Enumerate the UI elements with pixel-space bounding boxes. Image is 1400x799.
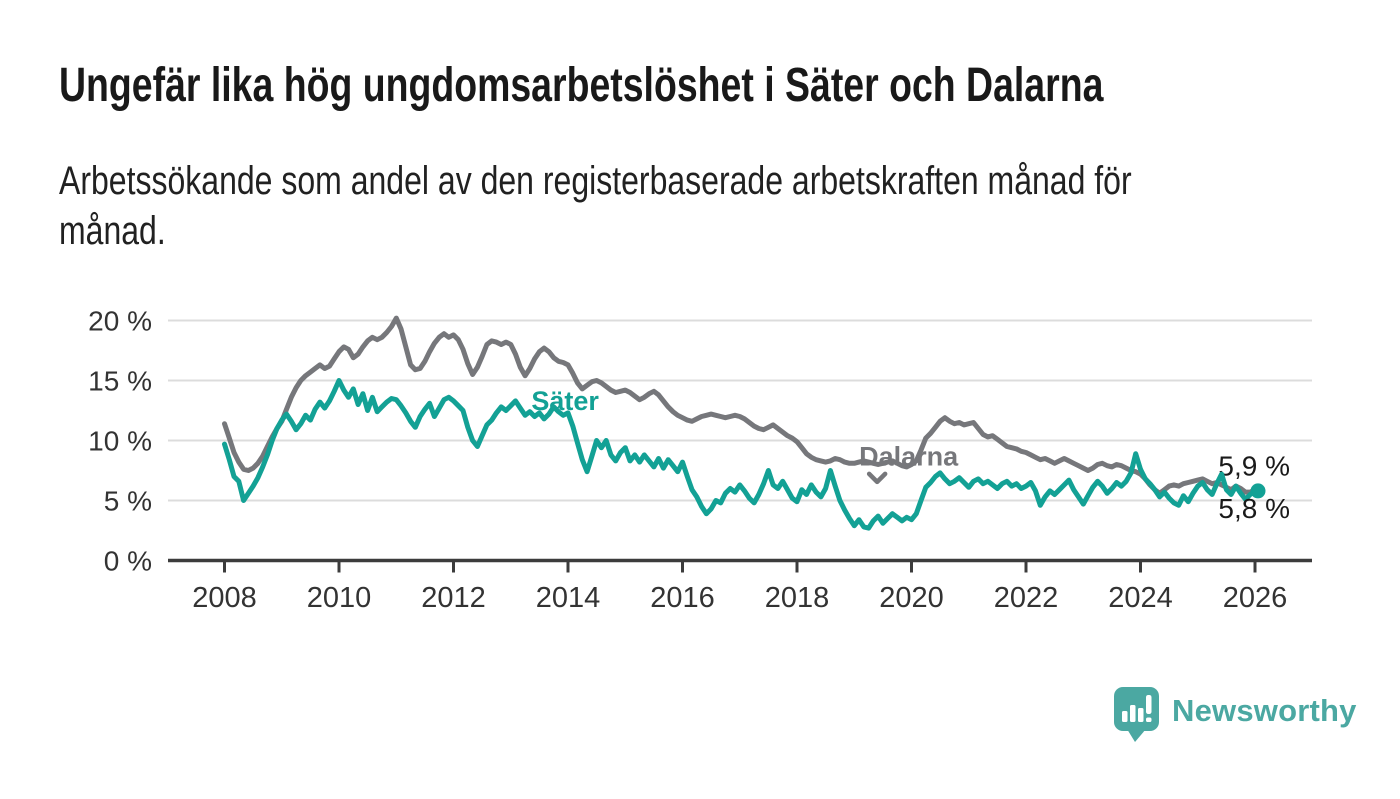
logo-exclamation-dot: [1146, 717, 1152, 722]
series-label-dalarna: Dalarna: [859, 442, 959, 472]
logo-bubble: [1114, 687, 1159, 731]
newsworthy-brand: Newsworthy: [1113, 686, 1357, 743]
x-axis-label: 2008: [192, 582, 257, 614]
logo-bar-1: [1122, 711, 1128, 722]
x-axis-label: 2016: [650, 582, 715, 614]
y-axis-label: 0 %: [104, 546, 152, 577]
series-line-säter: [222, 378, 1258, 531]
newsworthy-logo-icon: [1114, 687, 1159, 742]
chart-subtitle-line2: månad.: [59, 209, 166, 253]
logo-bubble-tail: [1127, 729, 1146, 742]
x-axis-label: 2014: [536, 582, 601, 614]
page-title: Ungefär lika hög ungdomsarbetslöshet i S…: [59, 59, 1104, 112]
x-axis-label: 2012: [421, 582, 486, 614]
x-axis-label: 2026: [1223, 582, 1288, 614]
y-axis-label: 15 %: [88, 366, 152, 397]
series-end-dot-säter: [1250, 483, 1266, 499]
chart-subtitle-line1: Arbetssökande som andel av den registerb…: [59, 159, 1132, 203]
series-line-dalarna: [222, 315, 1258, 496]
logo-exclamation-bar: [1146, 695, 1152, 714]
x-axis-label: 2020: [879, 582, 944, 614]
x-axis-label: 2024: [1108, 582, 1173, 614]
x-axis-label: 2010: [307, 582, 372, 614]
x-axis-label: 2022: [994, 582, 1059, 614]
end-value-label-dalarna: 5,9 %: [1218, 451, 1290, 482]
x-axis-label: 2018: [765, 582, 830, 614]
y-axis-label: 10 %: [88, 426, 152, 457]
series-label-säter: Säter: [531, 386, 599, 416]
chart-subtitle: Arbetssökande som andel av den registerb…: [59, 156, 1132, 256]
y-axis-label: 5 %: [104, 486, 152, 517]
y-axis-label: 20 %: [88, 306, 152, 337]
end-value-label-säter: 5,8 %: [1218, 493, 1290, 524]
logo-bar-2: [1130, 705, 1136, 722]
series-label-pointer-dalarna: [866, 471, 888, 485]
logo-bar-3: [1138, 708, 1144, 722]
brand-name: Newsworthy: [1172, 693, 1357, 728]
